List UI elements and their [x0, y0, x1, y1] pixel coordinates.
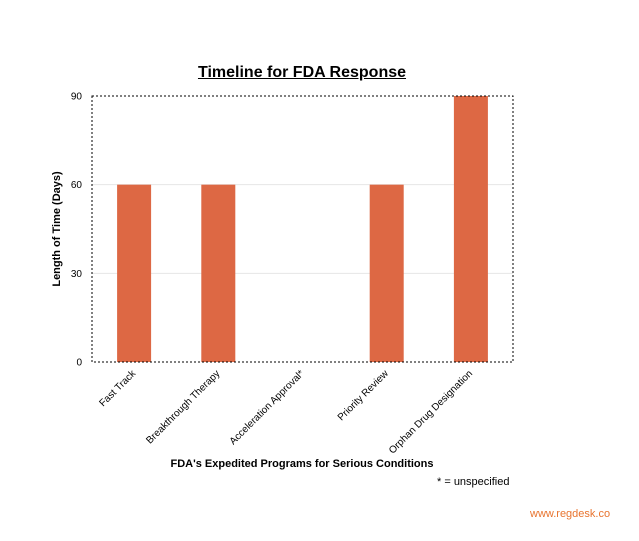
bar: [453, 96, 488, 362]
watermark-link[interactable]: www.regdesk.co: [530, 508, 611, 520]
bar: [201, 184, 236, 362]
y-tick-label: 60: [71, 180, 83, 191]
gridlines: [92, 184, 513, 274]
x-tick-label: Priority Review: [336, 368, 391, 423]
x-axis-label: FDA's Expedited Programs for Serious Con…: [170, 458, 434, 470]
chart-title: Timeline for FDA Response: [197, 64, 407, 81]
x-tick-label: Breakthrough Therapy: [144, 368, 222, 446]
x-tick-label: Fast Track: [97, 368, 138, 409]
footnote: * = unspecified: [437, 476, 510, 488]
y-tick-label: 90: [71, 92, 83, 103]
x-tick-label: Acceleration Approval*: [228, 368, 307, 447]
y-axis-label: Length of Time (Days): [51, 171, 63, 287]
y-tick-label: 0: [76, 358, 82, 369]
plot-frame: [91, 95, 514, 363]
bar: [369, 184, 404, 362]
y-tick-label: 30: [71, 269, 83, 280]
x-tick-label: Orphan Drug Designation: [387, 368, 475, 456]
x-tick-labels: Fast Track Breakthrough Therapy Accelerati…: [97, 368, 475, 457]
bar: [117, 184, 152, 362]
bars: [117, 96, 488, 362]
y-tick-labels: 0 30 60 90: [71, 92, 83, 369]
